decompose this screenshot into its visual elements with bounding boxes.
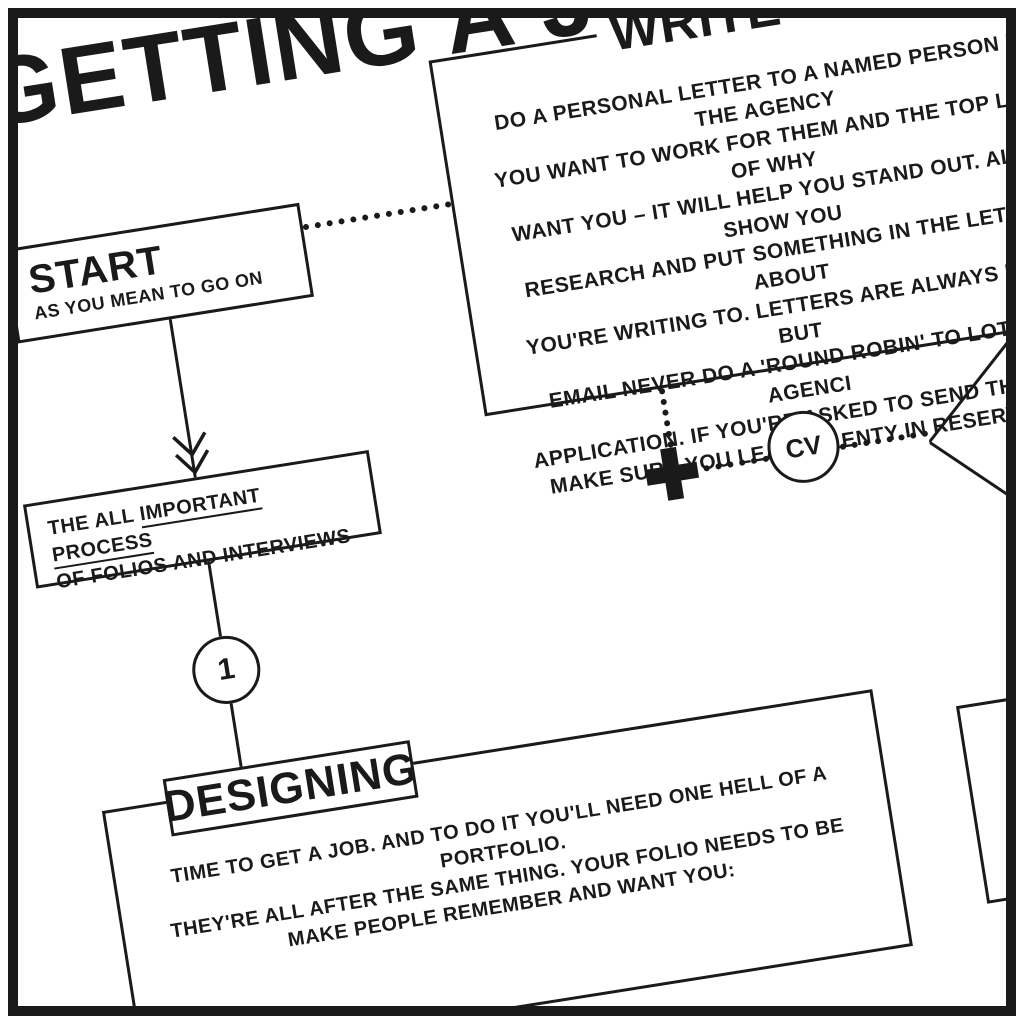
- flowchart-canvas: OF GETTING A JOB START AS YOU MEAN TO GO…: [8, 8, 1016, 1016]
- plus-icon: [642, 444, 701, 503]
- node-designing: TIME TO GET A JOB. AND TO DO IT YOU'LL N…: [102, 689, 913, 1016]
- edge-start-write: [303, 201, 452, 230]
- node-start: START AS YOU MEAN TO GO ON: [8, 203, 314, 344]
- node-bottom-right-fragment: [956, 659, 1016, 903]
- edge-process-step1: [207, 561, 222, 637]
- outer-frame: OF GETTING A JOB START AS YOU MEAN TO GO…: [8, 8, 1016, 1016]
- node-step-1: 1: [187, 631, 265, 709]
